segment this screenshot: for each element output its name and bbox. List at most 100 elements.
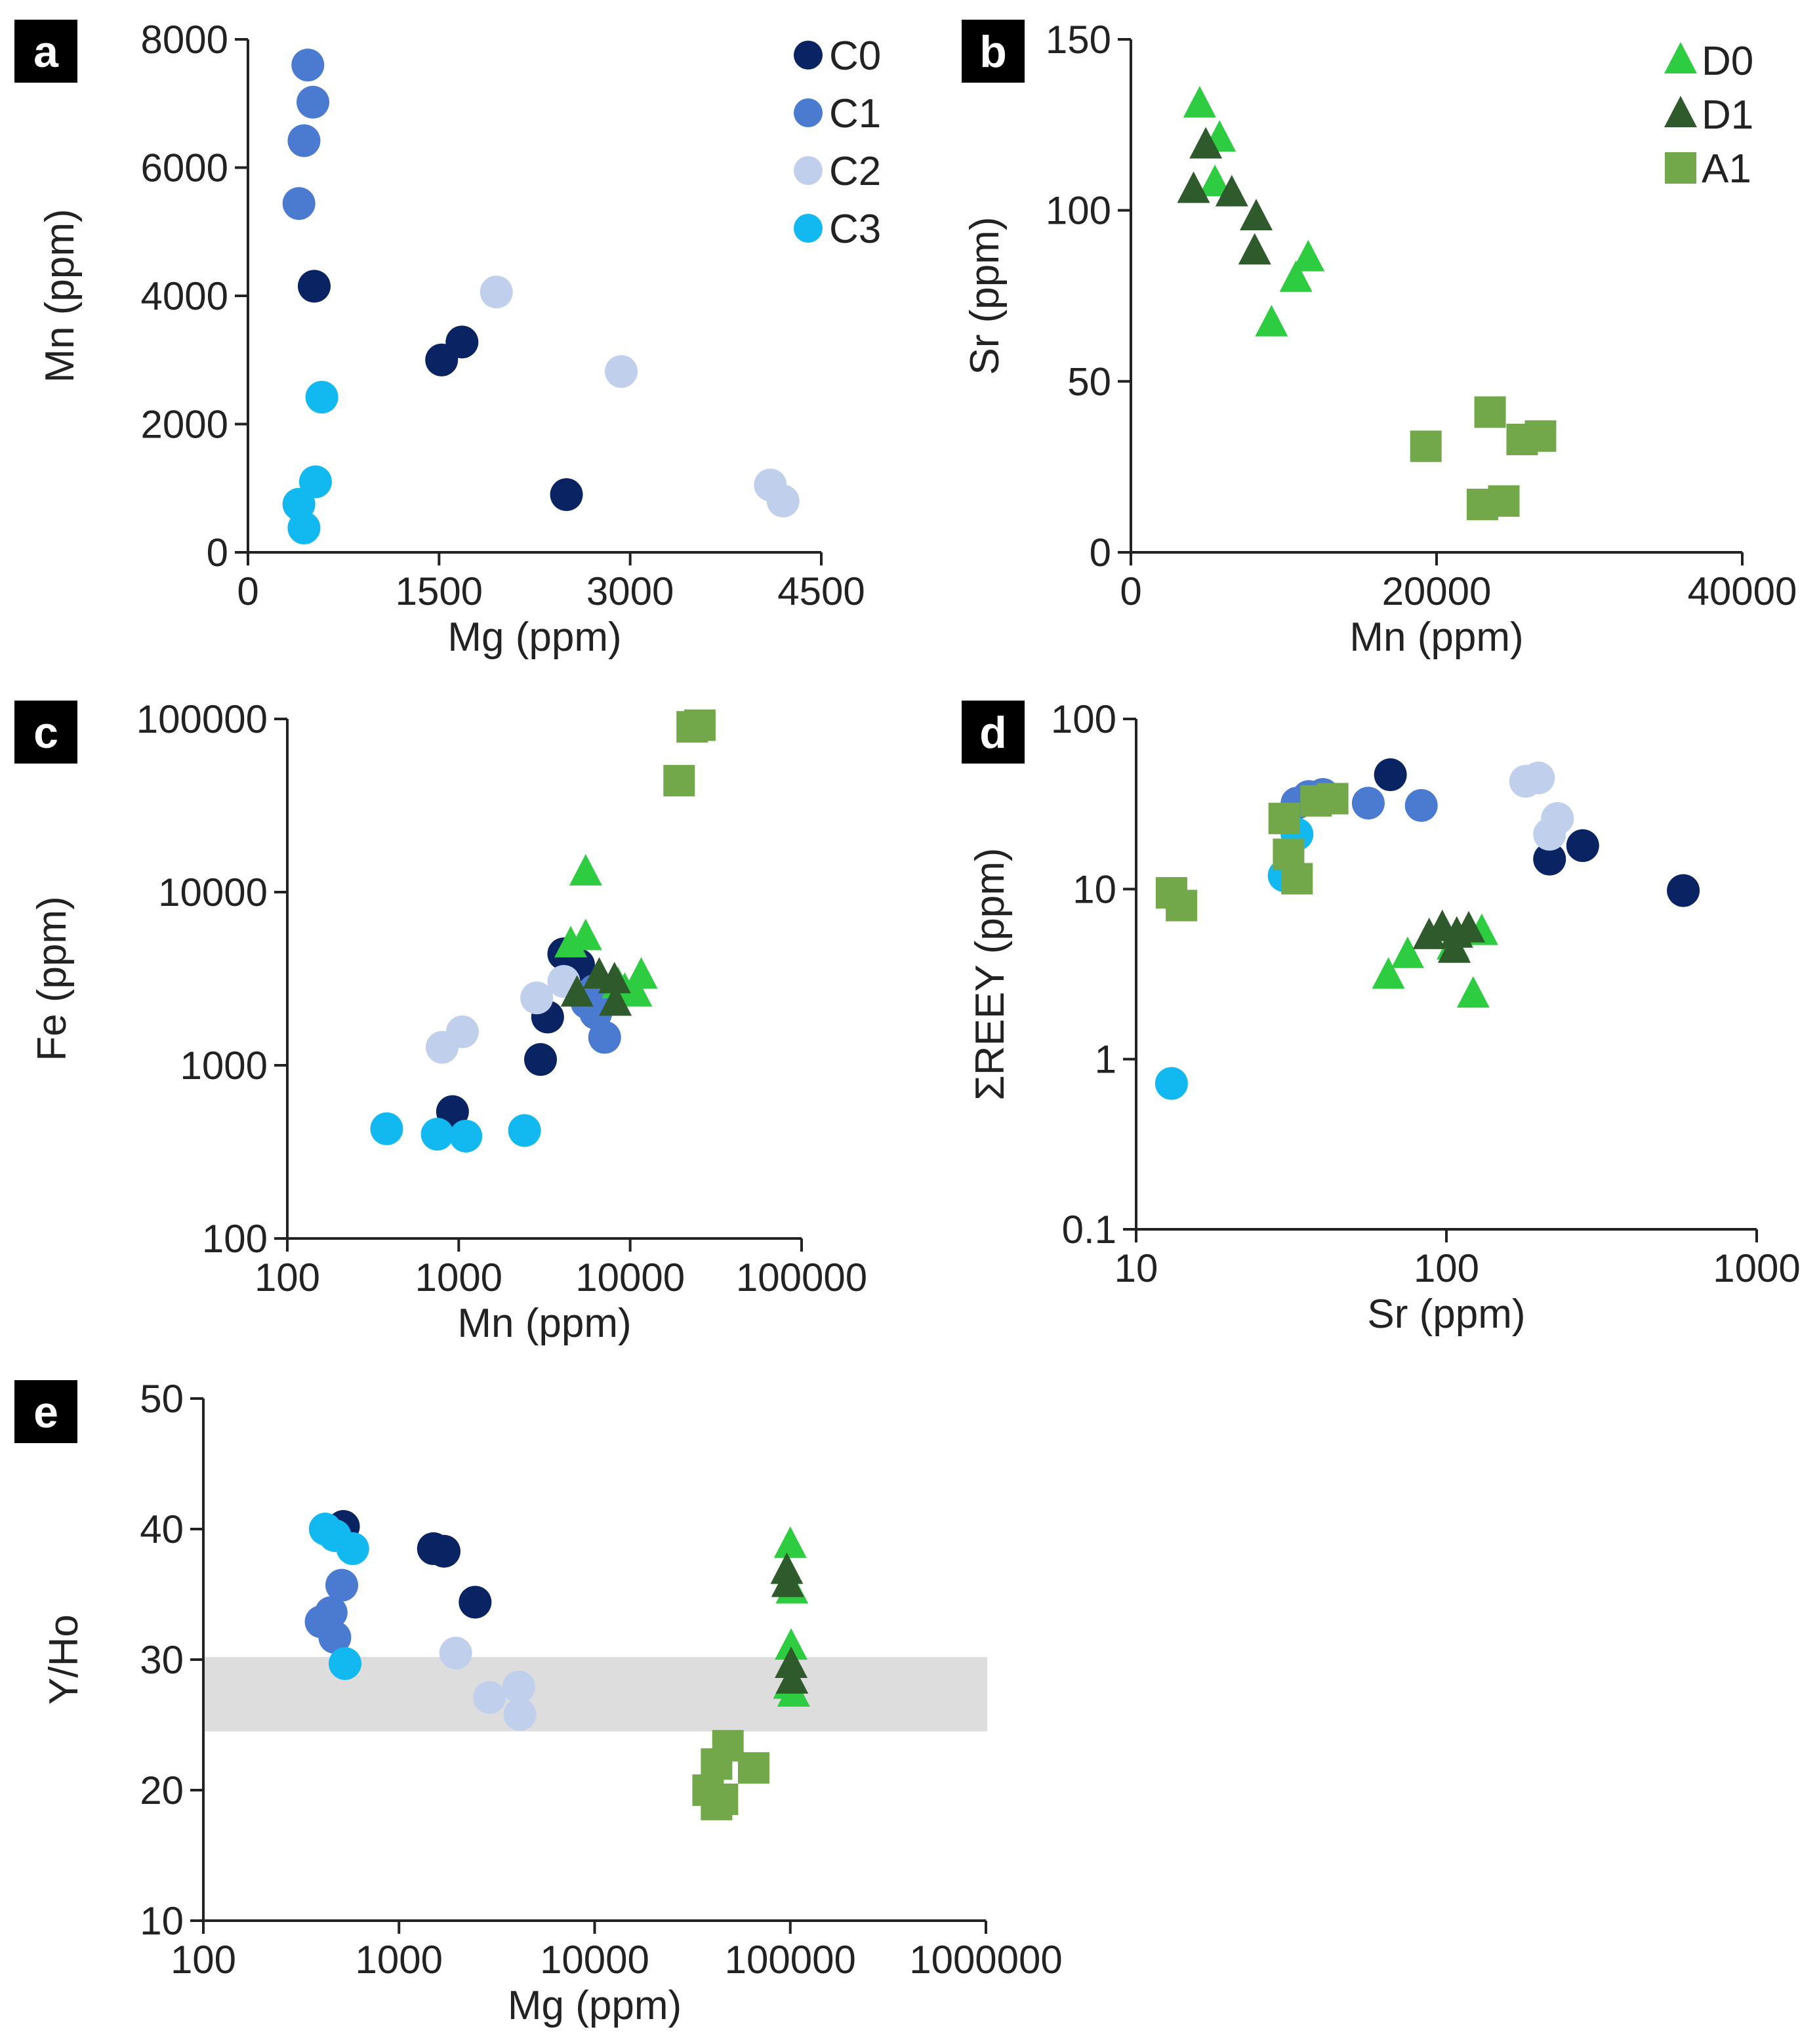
legend-marker-d0: [1664, 42, 1697, 73]
data-point-d0: [1183, 86, 1216, 118]
legend-label-a1: A1: [1702, 146, 1751, 192]
x-tick-label: 1500: [396, 569, 483, 613]
panel-label: e: [33, 1387, 58, 1437]
legend-label-d1: D1: [1702, 92, 1753, 138]
data-point-d0: [1198, 164, 1232, 196]
y-tick-label: 40: [140, 1507, 184, 1551]
legend-marker-c3: [794, 214, 823, 243]
x-axis-title: Sr (ppm): [1367, 1292, 1525, 1337]
series-C0: [1374, 758, 1700, 907]
panel-a: 0 1500 3000 4500 0 2000 4000 6000 8000 Mg (ppm) Mn…: [14, 18, 881, 660]
x-tick-label: 1000: [415, 1256, 502, 1299]
x-tick-label: 100: [255, 1256, 320, 1299]
series-A1: [692, 1730, 769, 1820]
data-point-c1: [287, 124, 321, 157]
data-point-c2: [766, 484, 800, 518]
data-point-c2: [445, 1015, 479, 1049]
series-C3: [308, 1513, 369, 1680]
x-tick-label: 1000: [356, 1938, 443, 1982]
x-axis-title: Mn (ppm): [457, 1301, 631, 1346]
data-point-c3: [329, 1646, 362, 1680]
data-point-d1: [1189, 127, 1223, 159]
data-point-d1: [1177, 171, 1210, 203]
y-tick-label: 10: [1073, 867, 1116, 911]
data-point-d1: [1412, 917, 1446, 949]
data-point-c1: [1351, 787, 1385, 820]
data-point-c2: [605, 355, 638, 388]
y-tick-label: 100000: [136, 697, 268, 741]
series-C3: [370, 1112, 541, 1153]
x-tick-label: 3000: [586, 569, 674, 613]
y-tick-label: 30: [140, 1638, 184, 1682]
data-point-d1: [560, 975, 594, 1007]
x-tick-label: 1000: [1713, 1246, 1800, 1290]
y-tick-label: 100: [202, 1217, 268, 1261]
data-point-c2: [520, 981, 554, 1015]
data-point-c3: [370, 1112, 403, 1145]
panel-tag-box: [14, 701, 77, 764]
data-point-c3: [305, 380, 338, 414]
x-tick-label: 100000: [725, 1938, 856, 1982]
data-point-c0: [1667, 874, 1700, 907]
data-point-d1: [771, 1565, 804, 1597]
data-point-c1: [296, 85, 330, 119]
data-point-d0: [624, 957, 658, 989]
data-point-d0: [619, 975, 653, 1007]
series-C0: [297, 270, 583, 512]
data-point-a1: [1281, 863, 1313, 895]
y-tick-label: 6000: [141, 146, 228, 190]
data-point-d0: [773, 1526, 807, 1558]
data-point-c0: [427, 1534, 460, 1568]
data-point-a1: [1268, 802, 1300, 834]
data-point-c3: [508, 1114, 541, 1147]
x-axis-title: Mg (ppm): [447, 615, 621, 660]
y-tick-label: 10: [140, 1899, 184, 1943]
data-point-d1: [775, 1646, 808, 1678]
legend-label-c2: C2: [829, 149, 881, 194]
reference-band: [205, 1657, 987, 1732]
x-tick-label: 0: [1120, 569, 1141, 613]
data-point-c3: [287, 511, 321, 544]
data-point-d1: [599, 984, 632, 1016]
y-tick-label: 1: [1095, 1038, 1116, 1082]
legend-marker-c0: [794, 41, 823, 70]
data-point-c0: [297, 270, 331, 303]
series-C1: [282, 49, 330, 220]
y-tick-label: 0: [207, 531, 228, 575]
data-point-d0: [569, 853, 602, 886]
data-point-a1: [737, 1752, 769, 1784]
data-point-d1: [1238, 233, 1271, 265]
y-tick-label: 4000: [141, 274, 228, 318]
y-axis-title: Y/Ho: [41, 1614, 87, 1705]
data-point-a1: [701, 1788, 733, 1820]
legend-label-d0: D0: [1702, 39, 1753, 84]
x-tick-label: 10000: [540, 1938, 649, 1982]
y-tick-label: 50: [140, 1377, 184, 1421]
x-tick-label: 100: [171, 1938, 236, 1982]
data-point-c3: [1155, 1067, 1188, 1100]
y-tick-label: 150: [1046, 18, 1111, 62]
y-tick-label: 100: [1046, 189, 1111, 233]
legend-label-c0: C0: [829, 33, 881, 79]
series-A1: [663, 709, 716, 797]
data-point-a1: [684, 709, 716, 741]
legend-marker-c1: [794, 98, 823, 127]
x-tick-label: 10: [1114, 1246, 1158, 1290]
data-point-a1: [1524, 420, 1557, 452]
y-tick-label: 50: [1067, 359, 1111, 403]
data-point-d0: [1255, 304, 1288, 337]
series-C3: [282, 380, 338, 544]
panel-tag-box: [962, 701, 1025, 764]
x-tick-label: 100: [1414, 1246, 1479, 1290]
y-tick-label: 8000: [141, 18, 228, 62]
data-point-a1: [1317, 783, 1349, 815]
data-point-c1: [318, 1621, 352, 1654]
data-point-d1: [1452, 910, 1486, 943]
data-point-c3: [336, 1532, 369, 1565]
x-tick-label: 100000: [736, 1256, 867, 1299]
panel-tag-box: [14, 20, 77, 83]
legend-marker-a1: [1665, 152, 1696, 184]
data-point-d0: [1372, 957, 1405, 989]
data-point-d1: [1215, 174, 1248, 207]
